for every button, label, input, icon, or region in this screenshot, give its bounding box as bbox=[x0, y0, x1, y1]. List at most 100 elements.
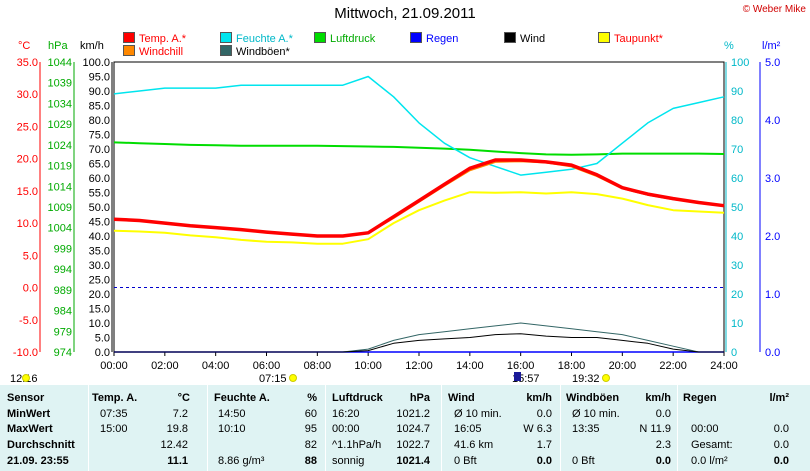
cell-pressure-time: 00:00 bbox=[332, 423, 360, 435]
temp-tick-label: 15.0 bbox=[17, 186, 38, 198]
legend-item: Feuchte A.* bbox=[220, 32, 293, 45]
temp-tick-label: -5.0 bbox=[19, 315, 38, 327]
cell-rain: 0.0 bbox=[773, 423, 789, 435]
temp-tick-label: 10.0 bbox=[17, 218, 38, 230]
temp-tick-label: 30.0 bbox=[17, 89, 38, 101]
table-column-divider bbox=[207, 385, 208, 471]
marker-sun-icon bbox=[602, 374, 610, 382]
header-wind: Wind bbox=[448, 392, 475, 404]
cell-temp: 12.42 bbox=[160, 439, 188, 451]
header-sensor: Sensor bbox=[7, 392, 45, 404]
wind-tick-label: 5.0 bbox=[95, 333, 110, 345]
chart-title: Mittwoch, 21.09.2011 bbox=[334, 5, 476, 22]
wind-tick-label: 55.0 bbox=[89, 188, 110, 200]
cell-humidity: 60 bbox=[304, 408, 317, 420]
cell-humidity: 82 bbox=[304, 439, 317, 451]
header-temp: Temp. A. bbox=[92, 392, 138, 404]
wind-tick-label: 95.0 bbox=[89, 72, 110, 84]
wind-unit: km/h bbox=[80, 40, 104, 52]
time-tick-label: 22:00 bbox=[659, 360, 687, 372]
header-gust: Windböen bbox=[566, 392, 620, 404]
time-tick-label: 04:00 bbox=[202, 360, 230, 372]
marker-moon-icon bbox=[22, 374, 30, 382]
cell-pressure: 1021.4 bbox=[396, 455, 430, 467]
row-label: MaxWert bbox=[7, 423, 53, 435]
cell-rain-desc: 00:00 bbox=[691, 423, 719, 435]
wind-tick-label: 65.0 bbox=[89, 159, 110, 171]
cell-temp-time: 07:35 bbox=[100, 408, 128, 420]
time-tick-label: 12:00 bbox=[405, 360, 433, 372]
cell-humidity-time: 10:10 bbox=[218, 423, 246, 435]
series-line-feuchte-a bbox=[113, 75, 725, 176]
cell-humidity: 88 bbox=[304, 455, 317, 467]
cell-humidity-time: 14:50 bbox=[218, 408, 246, 420]
wind-tick-label: 10.0 bbox=[89, 318, 110, 330]
cell-wind-desc: Ø 10 min. bbox=[454, 408, 502, 420]
wind-tick-label: 90.0 bbox=[89, 86, 110, 98]
humidity-tick-label: 100 bbox=[731, 57, 749, 69]
header-humidity: Feuchte A. bbox=[214, 392, 270, 404]
cell-wind: W 6.3 bbox=[523, 423, 552, 435]
humidity-tick-label: 80 bbox=[731, 115, 743, 127]
row-label: MinWert bbox=[7, 408, 51, 420]
cell-pressure: 1024.7 bbox=[396, 423, 430, 435]
time-tick-label: 18:00 bbox=[558, 360, 586, 372]
time-tick-label: 14:00 bbox=[456, 360, 484, 372]
wind-tick-label: 85.0 bbox=[89, 101, 110, 113]
legend-item: Windböen* bbox=[220, 45, 290, 58]
legend-swatch bbox=[504, 32, 516, 43]
chart-svg: 35.0 30.0 25.0 20.0 15.0 10.0 5.0 0.0 -5.0 -10.0 1… bbox=[10, 57, 780, 385]
row-label: 21.09. 23:55 bbox=[7, 455, 69, 467]
humidity-unit: % bbox=[724, 40, 734, 52]
rain-tick-label: 4.0 bbox=[765, 115, 780, 127]
humidity-tick-label: 20 bbox=[731, 289, 743, 301]
cell-gust: N 11.9 bbox=[639, 423, 671, 435]
cell-rain: 0.0 bbox=[773, 439, 789, 451]
rain-tick-label: 2.0 bbox=[765, 231, 780, 243]
cell-gust: 0.0 bbox=[655, 408, 671, 420]
wind-tick-label: 75.0 bbox=[89, 130, 110, 142]
header-rain-unit: l/m² bbox=[769, 392, 789, 404]
header-gust-unit: km/h bbox=[645, 392, 671, 404]
legend-item: Wind bbox=[504, 32, 545, 45]
time-tick-label: 06:00 bbox=[253, 360, 281, 372]
pressure-tick-label: 1024 bbox=[48, 140, 72, 152]
rain-tick-label: 5.0 bbox=[765, 57, 780, 69]
legend-item: Windchill bbox=[123, 45, 183, 58]
wind-tick-label: 40.0 bbox=[89, 231, 110, 243]
pressure-tick-label: 979 bbox=[54, 326, 72, 338]
legend-label: Windböen* bbox=[236, 46, 290, 58]
pressure-tick-label: 999 bbox=[54, 243, 72, 255]
time-tick-label: 10:00 bbox=[354, 360, 382, 372]
cell-gust: 2.3 bbox=[655, 439, 671, 451]
legend-label: Wind bbox=[520, 33, 546, 45]
header-pressure-unit: hPa bbox=[409, 392, 430, 404]
header-wind-unit: km/h bbox=[526, 392, 552, 404]
temp-tick-label: 5.0 bbox=[23, 250, 38, 262]
header-humidity-unit: % bbox=[307, 392, 317, 404]
legend-swatch bbox=[123, 32, 135, 43]
humidity-tick-label: 90 bbox=[731, 86, 743, 98]
pressure-tick-label: 1034 bbox=[48, 98, 72, 110]
table-column-divider bbox=[560, 385, 561, 471]
cell-temp: 11.1 bbox=[167, 455, 188, 467]
pressure-tick-label: 994 bbox=[54, 264, 72, 276]
wind-tick-label: 25.0 bbox=[89, 275, 110, 287]
cell-pressure-time: 16:20 bbox=[332, 408, 360, 420]
legend-item: Taupunkt* bbox=[598, 32, 663, 45]
copyright-text: © Weber Mike bbox=[742, 4, 806, 15]
cell-wind: 1.7 bbox=[536, 439, 552, 451]
table-column-divider bbox=[441, 385, 442, 471]
pressure-tick-label: 1039 bbox=[48, 78, 72, 90]
marker-flag-icon bbox=[514, 372, 521, 381]
humidity-tick-label: 30 bbox=[731, 260, 743, 272]
cell-gust-desc: 13:35 bbox=[572, 423, 600, 435]
legend-item: Regen bbox=[410, 32, 458, 45]
legend-swatch bbox=[598, 32, 610, 43]
time-tick-label: 20:00 bbox=[609, 360, 637, 372]
temp-unit: °C bbox=[18, 40, 31, 52]
humidity-tick-label: 70 bbox=[731, 144, 743, 156]
legend-swatch bbox=[123, 45, 135, 56]
marker-label: 07:15 bbox=[259, 373, 287, 385]
wind-tick-label: 15.0 bbox=[89, 304, 110, 316]
